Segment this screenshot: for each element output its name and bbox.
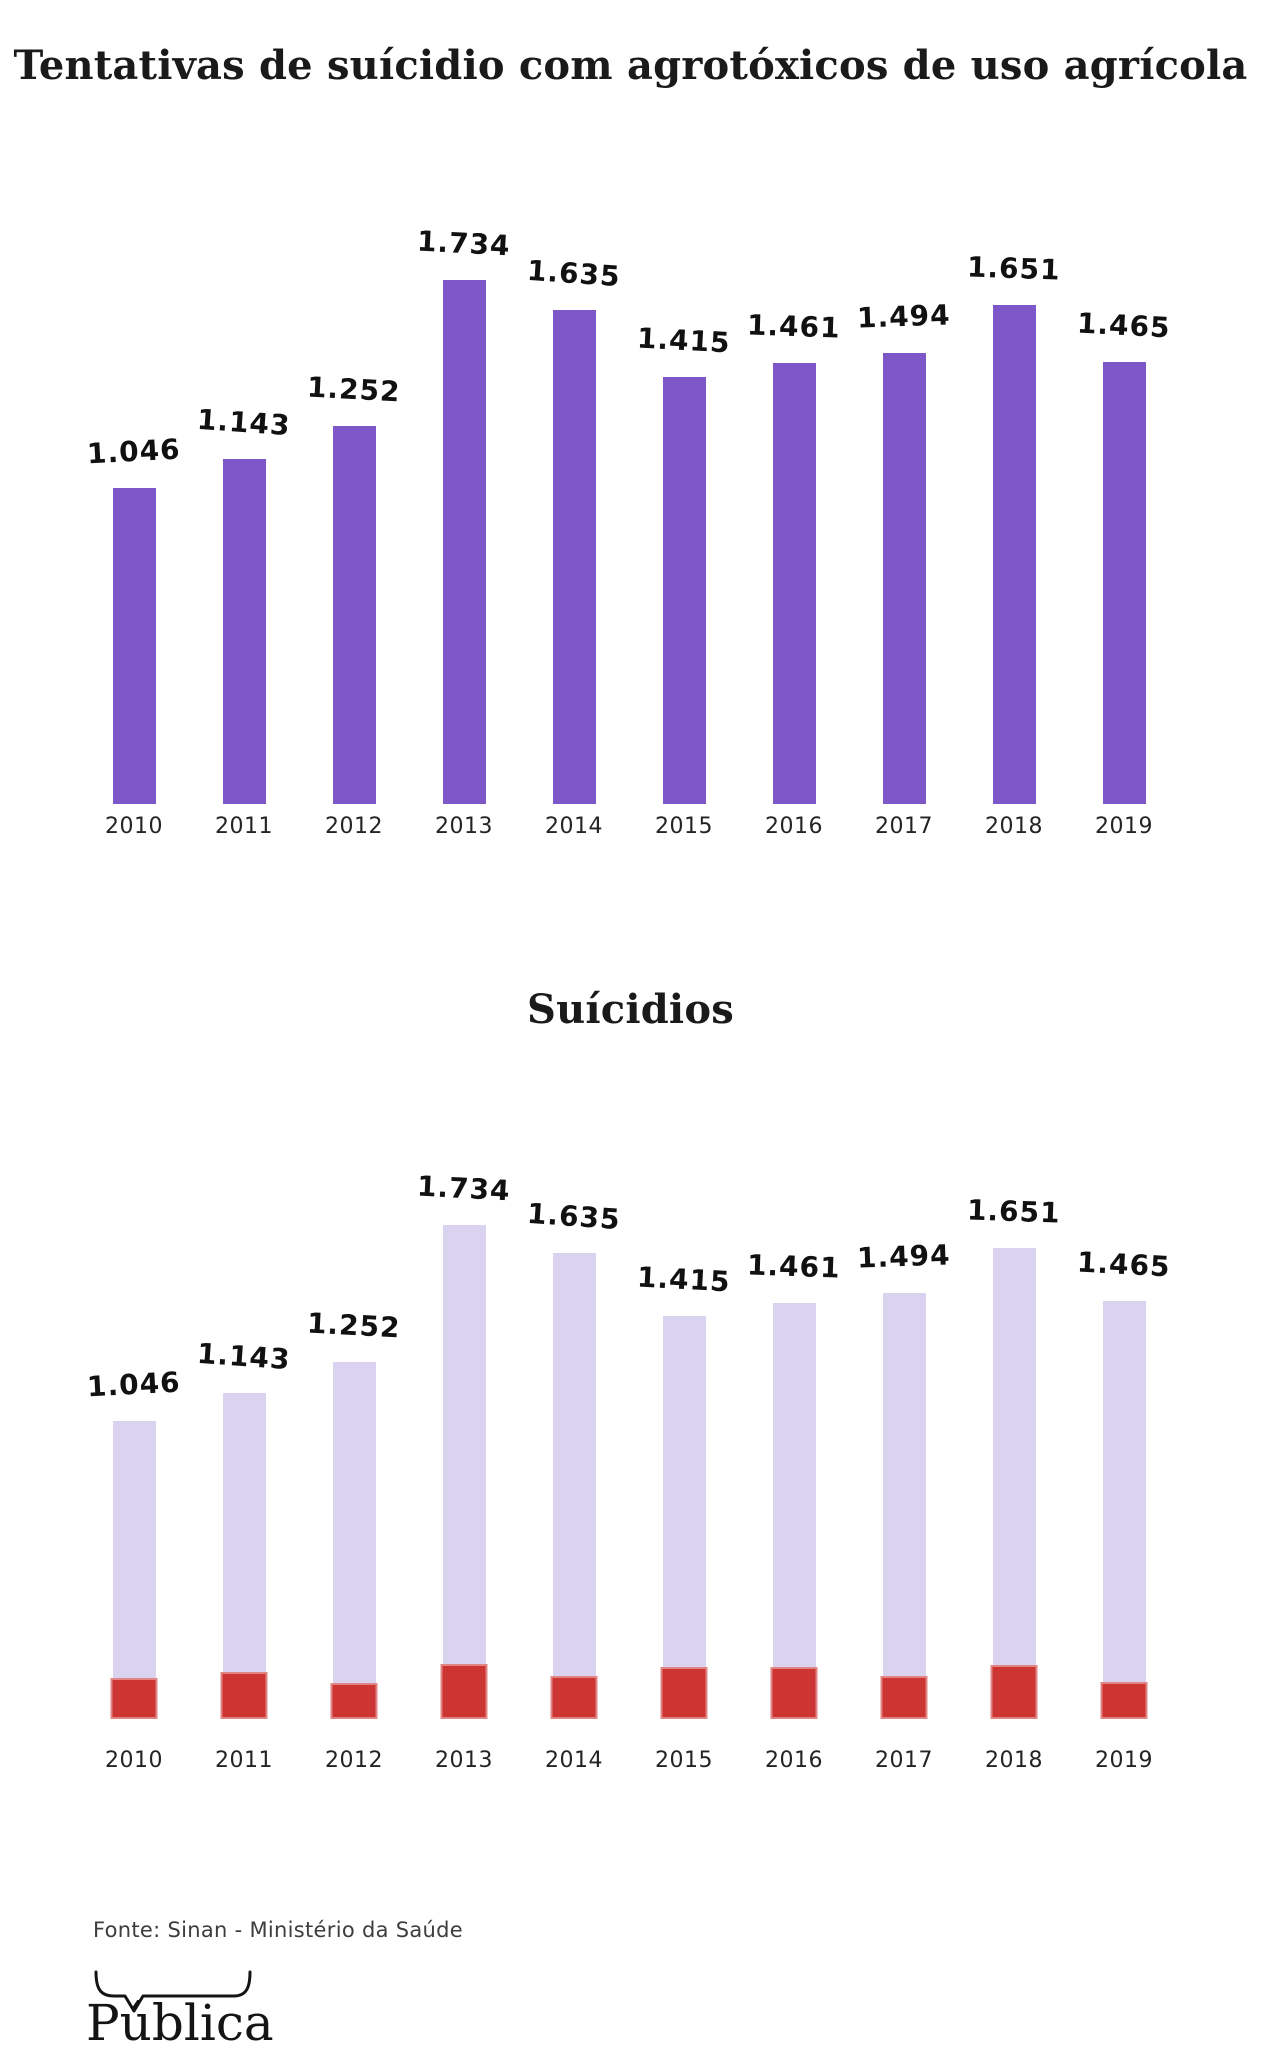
highlight-bar	[440, 1664, 488, 1719]
value-label: 1.046	[86, 1365, 182, 1404]
value-label: 1.635	[526, 253, 622, 294]
bar-column: 1.494	[849, 174, 959, 804]
bar-column: 1.465	[1069, 1089, 1179, 1719]
year-label: 2015	[655, 814, 713, 839]
value-label: 1.252	[306, 1306, 402, 1345]
highlight-bar	[220, 1672, 268, 1719]
value-label: 1.494	[856, 298, 952, 335]
bar-column: 1.734	[409, 1089, 519, 1719]
year-label: 2017	[875, 1748, 933, 1773]
bar	[222, 459, 266, 804]
year-label: 2010	[105, 1748, 163, 1773]
value-label: 1.415	[636, 1260, 732, 1299]
bar	[882, 353, 926, 804]
year-label: 2019	[1095, 1748, 1153, 1773]
highlight-bar	[990, 1665, 1038, 1719]
value-label: 1.465	[1076, 306, 1172, 345]
value-label: 1.143	[196, 402, 292, 443]
bar	[220, 1393, 268, 1719]
bar	[880, 1293, 928, 1719]
value-label: 1.461	[746, 1248, 842, 1285]
bar-column: 1.143	[189, 174, 299, 804]
value-label: 1.635	[526, 1196, 622, 1237]
highlight-bar	[110, 1678, 158, 1719]
highlight-bar	[550, 1676, 598, 1719]
bar	[770, 1303, 818, 1719]
bar	[330, 1362, 378, 1719]
value-label: 1.494	[856, 1238, 952, 1275]
value-label: 1.252	[306, 370, 402, 409]
bar-column: 1.415	[629, 174, 739, 804]
bar-column: 1.046	[79, 1089, 189, 1719]
chart2-title: Suícidios	[527, 986, 734, 1033]
bar-column: 1.046	[79, 174, 189, 804]
bar-column: 1.635	[519, 174, 629, 804]
highlight-bar	[880, 1676, 928, 1719]
value-label: 1.415	[636, 321, 732, 360]
bar	[332, 426, 376, 804]
bar	[110, 1421, 158, 1719]
bar-column: 1.494	[849, 1089, 959, 1719]
year-label: 2017	[875, 814, 933, 839]
bar-column: 1.252	[299, 1089, 409, 1719]
bar-column: 1.143	[189, 1089, 299, 1719]
highlight-bar	[770, 1667, 818, 1719]
value-label: 1.046	[86, 432, 182, 471]
year-label: 2018	[985, 814, 1043, 839]
bar-column: 1.461	[739, 174, 849, 804]
value-label: 1.465	[1076, 1245, 1172, 1284]
bar-column: 1.465	[1069, 174, 1179, 804]
bar-column: 1.651	[959, 174, 1069, 804]
year-label: 2016	[765, 814, 823, 839]
source-note: Fonte: Sinan - Ministério da Saúde	[93, 1918, 463, 1942]
bar-column: 1.635	[519, 1089, 629, 1719]
bar	[660, 1316, 708, 1719]
year-label: 2018	[985, 1748, 1043, 1773]
value-label: 1.143	[196, 1336, 292, 1377]
bar	[992, 305, 1036, 804]
chart1-attempts-bar-chart: 1.046 2010 1.143 2011 1.252 2012 1.734 2013 1.63…	[0, 174, 1261, 854]
bar	[440, 1225, 488, 1719]
bar	[772, 363, 816, 804]
highlight-bar	[660, 1667, 708, 1719]
highlight-bar	[330, 1683, 378, 1719]
chart1-title: Tentativas de suícidio com agrotóxicos d…	[13, 42, 1248, 89]
bar	[990, 1248, 1038, 1719]
bar-column: 1.461	[739, 1089, 849, 1719]
year-label: 2016	[765, 1748, 823, 1773]
chart2-suicides-bar-chart: 1.046 2010 1.143 2011 1.252 2012 1.734 2013 1.63…	[0, 1089, 1261, 1779]
bar	[1100, 1301, 1148, 1719]
bar-column: 1.651	[959, 1089, 1069, 1719]
year-label: 2019	[1095, 814, 1153, 839]
year-label: 2013	[435, 814, 493, 839]
value-label: 1.734	[416, 224, 512, 263]
year-label: 2011	[215, 814, 273, 839]
bar	[552, 310, 596, 804]
year-label: 2011	[215, 1748, 273, 1773]
bar	[662, 377, 706, 804]
value-label: 1.734	[416, 1169, 512, 1208]
bar-column: 1.252	[299, 174, 409, 804]
bar-column: 1.734	[409, 174, 519, 804]
year-label: 2015	[655, 1748, 713, 1773]
year-label: 2013	[435, 1748, 493, 1773]
bar	[550, 1253, 598, 1719]
year-label: 2014	[545, 814, 603, 839]
bar	[1102, 362, 1146, 804]
bar	[112, 488, 156, 804]
value-label: 1.461	[746, 308, 842, 345]
publica-logo: Pública	[86, 1994, 274, 2052]
publica-logo-brace-icon	[94, 1970, 252, 2013]
value-label: 1.651	[966, 250, 1062, 287]
bar-column: 1.415	[629, 1089, 739, 1719]
bar	[442, 280, 486, 804]
highlight-bar	[1100, 1682, 1148, 1719]
year-label: 2012	[325, 814, 383, 839]
year-label: 2012	[325, 1748, 383, 1773]
value-label: 1.651	[966, 1193, 1062, 1230]
year-label: 2014	[545, 1748, 603, 1773]
year-label: 2010	[105, 814, 163, 839]
